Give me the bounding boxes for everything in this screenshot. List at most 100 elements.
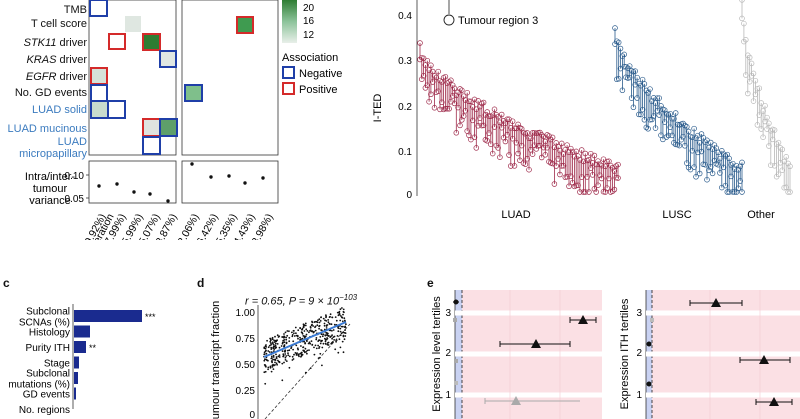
colorbar-tick-12: 12 xyxy=(303,30,315,41)
scatter-point xyxy=(293,332,295,335)
ited-point xyxy=(636,111,642,118)
scatter-point xyxy=(268,344,271,347)
ited-point xyxy=(451,85,458,92)
scatter-point xyxy=(333,335,336,338)
ited-point xyxy=(442,73,449,80)
scatter-point xyxy=(334,316,337,318)
scatter-point xyxy=(336,335,339,337)
ited-point xyxy=(515,150,521,157)
ited-point xyxy=(777,160,784,166)
row-label-tmb: TMB xyxy=(63,4,87,16)
scatter-point xyxy=(276,334,279,337)
scatter-point xyxy=(340,332,343,335)
scatter-point xyxy=(281,336,284,338)
ited-point xyxy=(615,161,621,168)
ited-point xyxy=(672,141,679,148)
panel-letter-c: c xyxy=(3,276,10,290)
scatter-point xyxy=(336,311,339,314)
ited-point xyxy=(700,161,707,168)
scatter-point xyxy=(330,342,333,345)
ited-point xyxy=(704,176,710,183)
scatter-point xyxy=(309,329,312,332)
ited-point xyxy=(435,68,441,75)
ited-point xyxy=(619,53,626,59)
ited-point xyxy=(566,149,572,155)
ited-point xyxy=(484,138,490,144)
panel-d-scatter: umour transcript fraction 1.00 0.75 0.50… xyxy=(210,301,351,419)
ited-point xyxy=(460,113,467,119)
ited-point xyxy=(702,161,708,168)
scatter-point xyxy=(291,335,294,338)
ited-point xyxy=(453,92,460,99)
scatter-point xyxy=(306,340,308,342)
variance-dot xyxy=(148,192,152,196)
ited-point xyxy=(652,125,659,131)
scatter-point xyxy=(342,313,344,316)
scatter-point xyxy=(339,315,342,317)
scatter-point xyxy=(339,330,342,333)
scatter-point xyxy=(274,359,277,361)
scatter-point xyxy=(304,335,307,338)
scatter-point xyxy=(281,350,284,352)
ited-point xyxy=(588,165,594,171)
scatter-point xyxy=(297,329,300,332)
ited-point xyxy=(573,148,579,155)
ited-point xyxy=(540,144,547,151)
ited-point xyxy=(491,124,498,130)
scatter-point xyxy=(274,361,276,364)
ited-point xyxy=(730,189,736,195)
variance-dot xyxy=(115,182,119,186)
ited-point xyxy=(641,81,648,87)
ited-point xyxy=(598,175,605,182)
scatter-point xyxy=(281,379,284,382)
scatter-point xyxy=(342,310,345,313)
ited-point xyxy=(687,166,694,173)
scatter-point xyxy=(306,352,308,355)
y-tick-03: 0.3 xyxy=(398,56,412,67)
scatter-point xyxy=(317,357,320,359)
scatter-point xyxy=(339,346,342,349)
row-label-egfr: EGFR driver xyxy=(25,71,87,83)
scatter-point xyxy=(325,326,328,328)
variance-label-3: variance xyxy=(29,195,71,207)
scatter-point xyxy=(302,326,305,329)
scatter-point xyxy=(283,336,286,338)
scatter-point xyxy=(316,324,319,327)
scatter-point xyxy=(321,364,323,367)
ited-point xyxy=(424,82,431,88)
scatter-point xyxy=(307,342,310,345)
scatter-point xyxy=(284,349,287,352)
scatter-point xyxy=(299,336,301,339)
ited-point xyxy=(515,121,521,128)
scatter-point xyxy=(265,365,267,368)
ited-point xyxy=(689,147,696,154)
scatter-point xyxy=(341,307,343,309)
scatter-point xyxy=(303,336,306,339)
scatter-point xyxy=(320,333,323,336)
ited-point xyxy=(628,95,635,101)
scatter-point xyxy=(324,319,326,322)
scatter-point xyxy=(301,353,304,356)
panel-letter-e: e xyxy=(427,276,434,290)
e-left-ylabel: Expression level tertiles xyxy=(431,296,443,412)
scatter-point xyxy=(273,339,275,342)
ited-point xyxy=(715,149,721,156)
ited-point xyxy=(707,164,714,170)
scatter-point xyxy=(272,358,274,361)
ited-point xyxy=(566,183,572,190)
ited-point xyxy=(506,152,512,158)
scatter-point xyxy=(341,320,344,323)
ited-point xyxy=(555,156,561,162)
scatter-point xyxy=(315,337,318,339)
scatter-point xyxy=(291,355,294,358)
scatter-point xyxy=(339,334,342,337)
row-label-stk11: STK11 driver xyxy=(23,37,87,49)
ited-point xyxy=(619,87,626,94)
ited-point xyxy=(777,145,784,151)
ited-point xyxy=(557,147,563,154)
ited-point xyxy=(526,166,532,173)
ited-point xyxy=(553,163,559,169)
scatter-point xyxy=(300,345,302,347)
scatter-point xyxy=(278,346,281,349)
cell-egfr-pc1 xyxy=(90,67,108,85)
